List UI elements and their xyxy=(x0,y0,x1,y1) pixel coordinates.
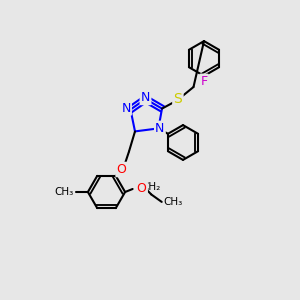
Text: N: N xyxy=(121,101,131,115)
Text: CH₃: CH₃ xyxy=(163,197,182,207)
Text: O: O xyxy=(137,182,146,195)
Text: O: O xyxy=(117,163,126,176)
Text: N: N xyxy=(141,91,150,104)
Text: N: N xyxy=(155,122,165,135)
Text: CH₂: CH₂ xyxy=(142,182,161,192)
Text: S: S xyxy=(173,92,182,106)
Text: F: F xyxy=(200,75,208,88)
Text: CH₃: CH₃ xyxy=(55,187,74,197)
Text: O: O xyxy=(137,182,146,196)
